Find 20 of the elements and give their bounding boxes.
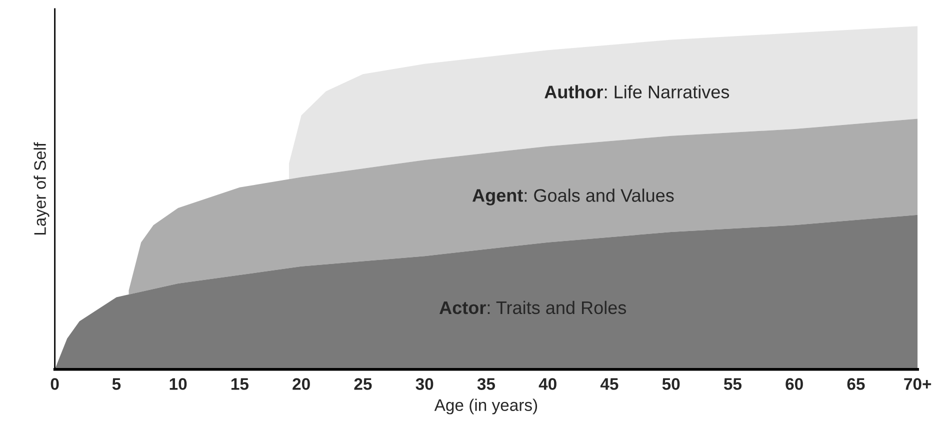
series-label: Agent: Goals and Values [472, 188, 674, 206]
x-tick-label: 60 [786, 378, 803, 390]
x-tick-label: 55 [724, 378, 742, 390]
x-tick-label: 5 [112, 378, 121, 390]
x-tick-label: 10 [170, 378, 187, 390]
x-tick-label: 35 [477, 378, 496, 390]
x-tick-label: 20 [292, 378, 310, 390]
series-label: Author: Life Narratives [544, 85, 730, 98]
series-label: Actor: Traits and Roles [440, 300, 626, 314]
x-tick-label: 50 [662, 378, 680, 390]
y-axis-title: Layer of Self [34, 142, 50, 235]
x-tick-label: 30 [416, 378, 434, 390]
x-tick-label: 25 [354, 378, 372, 390]
x-tick-label: 40 [538, 378, 556, 390]
x-tick-label: 15 [231, 378, 248, 390]
x-axis-title: Age (in years) [434, 398, 538, 414]
x-tick-label: 70+ [904, 378, 932, 390]
x-tick-label: 0 [50, 378, 59, 390]
x-tick-label: 65 [847, 378, 865, 390]
x-tick-label: 45 [600, 378, 618, 390]
